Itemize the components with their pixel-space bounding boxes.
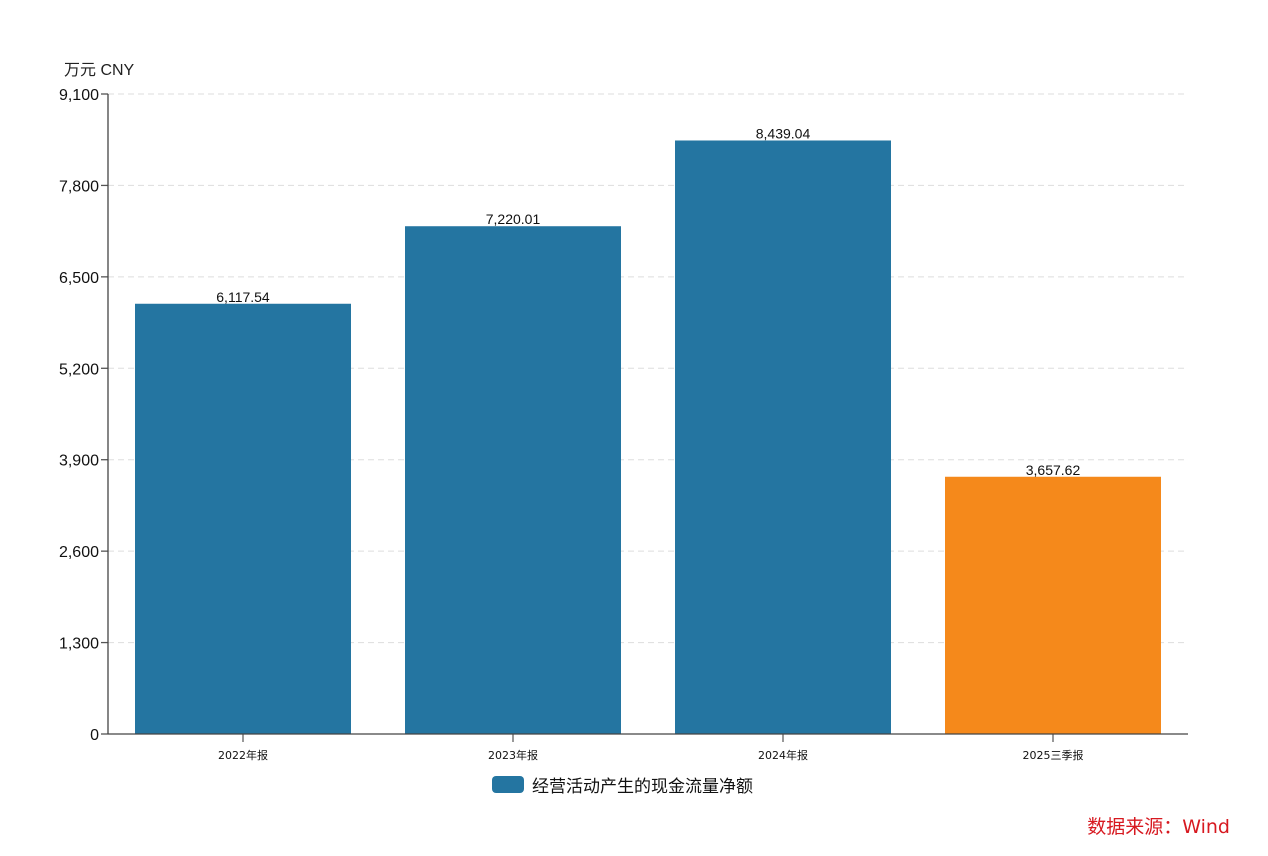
legend-label: 经营活动产生的现金流量净额 — [532, 777, 753, 797]
bar — [945, 476, 1161, 734]
legend-swatch — [492, 776, 524, 793]
y-axis-unit-label: 万元 CNY — [64, 62, 135, 79]
bar-value-label: 6,117.54 — [216, 289, 270, 305]
axes: 0 1,300 2,600 3,900 5,200 6,500 7,800 9,100 2022… — [59, 87, 1188, 762]
x-tick-label: 2022年报 — [218, 748, 268, 762]
x-tick-label: 2024年报 — [758, 748, 808, 762]
x-tick-label: 2025三季报 — [1023, 748, 1084, 762]
y-tick-label: 5,200 — [59, 361, 99, 378]
bar-value-label: 3,657.62 — [1026, 462, 1081, 478]
x-tick-label: 2023年报 — [488, 748, 538, 762]
y-tick-label: 0 — [90, 727, 99, 744]
data-source-note: 数据来源：Wind — [1087, 816, 1230, 838]
bar — [405, 226, 621, 735]
y-tick-label: 6,500 — [59, 270, 99, 287]
y-tick-label: 1,300 — [59, 636, 99, 653]
bar — [135, 303, 351, 734]
y-tick-label: 7,800 — [59, 178, 99, 195]
bar — [675, 140, 891, 734]
bar-value-label: 7,220.01 — [486, 211, 541, 227]
y-tick-label: 3,900 — [59, 453, 99, 470]
legend: 经营活动产生的现金流量净额 — [492, 772, 753, 797]
y-tick-label: 9,100 — [59, 87, 99, 104]
y-tick-label: 2,600 — [59, 544, 99, 561]
bar-value-label: 8,439.04 — [756, 125, 811, 141]
bars: 6,117.54 7,220.01 8,439.04 3,657.62 — [135, 125, 1161, 735]
